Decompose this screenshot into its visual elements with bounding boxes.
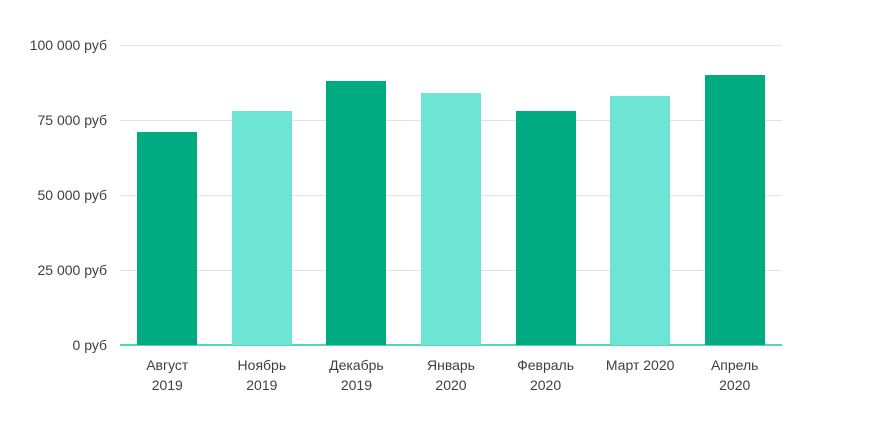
y-tick-label-75000: 75 000 руб [37,111,107,128]
y-tick-label-100000: 100 000 руб [29,36,107,53]
x-tick-label-3: Январь 2020 [426,357,475,393]
y-tick-label-25000: 25 000 руб [37,261,107,278]
gridline-100000 [120,44,782,46]
y-tick-label-50000: 50 000 руб [37,186,107,203]
bar-5[interactable] [610,95,671,345]
x-axis-baseline [120,344,782,346]
bar-3[interactable] [421,92,481,345]
bar-0[interactable] [137,131,198,345]
bar-1[interactable] [231,110,292,345]
x-tick-label-4: Февраль 2020 [517,357,575,393]
x-tick-label-0: Август 2019 [146,357,189,393]
y-tick-label-0: 0 руб [72,337,107,353]
bar-4[interactable] [515,110,576,345]
bar-2[interactable] [326,80,387,345]
x-tick-label-2: Декабрь 2019 [329,357,384,393]
x-tick-label-5: Март 2020 [605,357,675,373]
x-tick-label-6: Апрель 2020 [710,357,759,393]
x-tick-label-1: Ноябрь 2019 [237,357,287,393]
bar-6[interactable] [704,74,765,345]
